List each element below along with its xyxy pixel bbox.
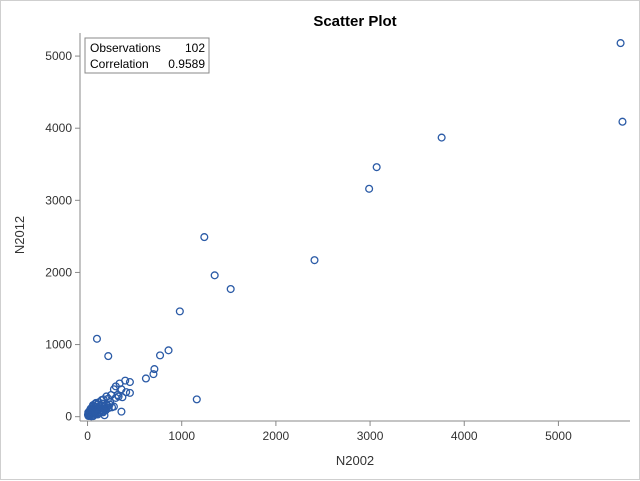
data-point xyxy=(113,390,122,400)
data-point xyxy=(117,407,126,416)
axes: 0 1000 2000 3000 4000 5000 0 1000 2000 3000 4000 50… xyxy=(45,33,630,443)
data-point xyxy=(437,133,446,142)
data-points xyxy=(83,39,627,421)
data-point xyxy=(92,334,102,343)
data-point xyxy=(104,352,113,361)
data-point xyxy=(109,402,118,411)
data-point xyxy=(118,393,127,402)
data-point xyxy=(156,351,165,360)
chart-title: Scatter Plot xyxy=(313,13,396,30)
y-tick-label: 2000 xyxy=(45,265,72,279)
y-axis-label: N2012 xyxy=(12,216,27,254)
data-point xyxy=(226,284,235,294)
inset-observations-value: 102 xyxy=(185,41,205,55)
y-tick-label: 0 xyxy=(65,410,72,424)
x-tick-label: 4000 xyxy=(451,429,478,443)
data-point xyxy=(105,400,114,409)
inset-box xyxy=(84,37,210,74)
y-tick-label: 1000 xyxy=(45,338,72,352)
x-tick-label: 3000 xyxy=(357,429,384,443)
y-tick-label: 4000 xyxy=(45,121,72,135)
data-point xyxy=(149,370,158,379)
data-point xyxy=(141,374,150,383)
data-point xyxy=(104,403,113,413)
data-point xyxy=(200,233,209,242)
y-tick-label: 5000 xyxy=(45,49,72,63)
data-point xyxy=(95,407,104,417)
data-point xyxy=(372,163,381,172)
data-point xyxy=(122,388,131,397)
x-tick-label: 2000 xyxy=(263,429,290,443)
inset-correlation-label: Correlation xyxy=(90,57,149,71)
inset-correlation-value: 0.9589 xyxy=(168,57,205,71)
data-point xyxy=(310,256,319,265)
data-point xyxy=(616,39,625,48)
data-point xyxy=(90,402,99,411)
data-point xyxy=(192,395,201,404)
inset-observations-label: Observations xyxy=(90,41,161,55)
data-point xyxy=(150,365,159,374)
data-point xyxy=(164,346,173,355)
statistics-inset: Observations 102 Correlation 0.9589 xyxy=(84,37,210,74)
data-point xyxy=(210,271,219,280)
data-point xyxy=(365,184,374,193)
y-tick-label: 3000 xyxy=(45,193,72,207)
data-point xyxy=(125,388,134,397)
x-tick-label: 5000 xyxy=(545,429,572,443)
data-point xyxy=(91,408,100,417)
data-point xyxy=(175,307,184,316)
x-axis-label: N2002 xyxy=(336,453,374,468)
data-point xyxy=(618,117,627,126)
x-tick-label: 0 xyxy=(84,429,91,443)
x-tick-label: 1000 xyxy=(168,429,195,443)
data-point xyxy=(114,392,123,401)
data-point xyxy=(125,378,134,387)
